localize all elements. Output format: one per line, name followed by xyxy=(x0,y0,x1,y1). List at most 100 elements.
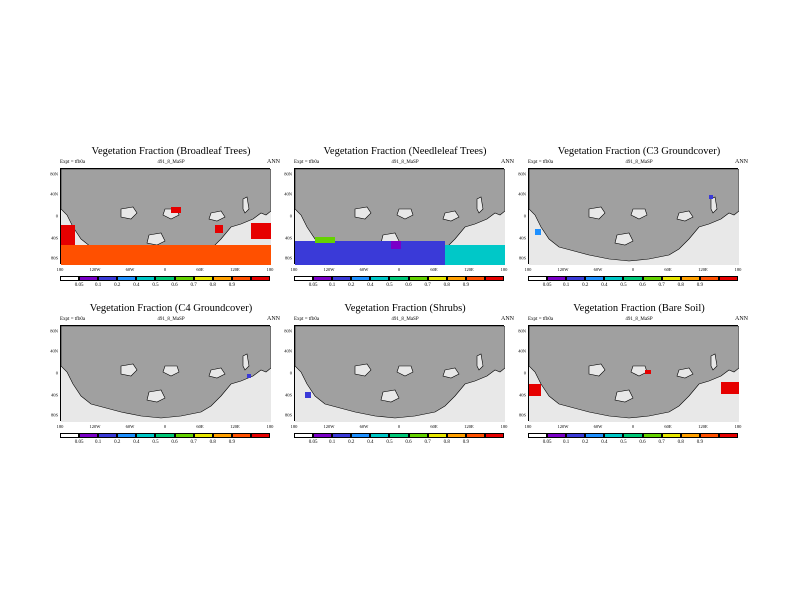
ocean-island xyxy=(242,196,250,214)
lat-tick-label: 80N xyxy=(284,171,292,177)
lon-tick-label: 120E xyxy=(230,267,240,272)
map-panel-shrubs: Vegetation Fraction (Shrubs) Expt = tfb0a… xyxy=(284,303,520,453)
case-label: 491_8_MaSP xyxy=(157,160,185,165)
field-patch xyxy=(391,241,401,249)
map-frame: 80N 40N 0 40S 80S 180 120W 60W 0 60E 120E 180 xyxy=(284,325,507,429)
map-svg xyxy=(529,169,739,265)
field-band xyxy=(295,241,445,265)
colorbar-segment xyxy=(585,276,605,281)
colorbar-label: 0.9 xyxy=(696,440,703,445)
ocean-island xyxy=(354,363,372,377)
colorbar-segment xyxy=(528,433,548,438)
map-panel-baresoil: Vegetation Fraction (Bare Soil) Expt = tf… xyxy=(518,303,754,453)
colorbar-segment xyxy=(604,433,624,438)
colorbar-label: 0.9 xyxy=(462,440,469,445)
lon-tick-label: 60E xyxy=(430,267,438,272)
colorbar-segment xyxy=(79,276,99,281)
colorbar-label: 0.8 xyxy=(677,440,684,445)
map-area xyxy=(294,168,505,265)
lon-tick-label: 0 xyxy=(163,267,167,272)
experiment-label: Expt = tfb0a xyxy=(60,160,86,165)
season-label: ANN xyxy=(735,159,748,165)
colorbar-segment xyxy=(389,433,409,438)
lat-tick-label: 80N xyxy=(518,171,526,177)
colorbar-label: 0.5 xyxy=(620,283,627,288)
lon-tick-label: 60W xyxy=(125,424,135,429)
map-panel-broadleaf: Vegetation Fraction (Broadleaf Trees) Exp… xyxy=(50,146,286,296)
colorbar-label: 0.8 xyxy=(209,440,216,445)
lon-tick-label: 60W xyxy=(593,424,603,429)
colorbar-label: 0.05 xyxy=(74,440,84,445)
colorbar-label: 0.4 xyxy=(133,440,140,445)
lat-tick-label: 0 xyxy=(289,370,292,376)
lon-tick-label: 60E xyxy=(196,424,204,429)
season-label: ANN xyxy=(267,316,280,322)
colorbar-segment xyxy=(370,433,390,438)
colorbar-label: 0.4 xyxy=(367,283,374,288)
colorbar-segment xyxy=(155,276,175,281)
colorbar-label: 0.7 xyxy=(658,440,665,445)
ocean-island xyxy=(208,367,226,379)
colorbar-label: 0.6 xyxy=(171,440,178,445)
lat-tick-label: 80N xyxy=(284,328,292,334)
map-svg xyxy=(61,326,271,422)
colorbar-label: 0.2 xyxy=(114,440,121,445)
colorbar-label: 0.1 xyxy=(95,440,102,445)
lat-tick-label: 40N xyxy=(284,191,292,197)
map-area xyxy=(528,168,739,265)
colorbar-segment xyxy=(446,276,466,281)
colorbar-label: 0.2 xyxy=(348,283,355,288)
colorbar-segment xyxy=(623,276,643,281)
colorbar-label: 0.6 xyxy=(171,283,178,288)
lon-tick-label: 180 xyxy=(524,424,532,429)
colorbar-segment xyxy=(680,433,700,438)
map-area xyxy=(60,325,271,422)
field-patch xyxy=(645,370,651,374)
colorbar-label: 0.1 xyxy=(329,283,336,288)
lat-tick-label: 40S xyxy=(50,392,58,398)
ocean-island xyxy=(614,389,634,403)
colorbar-segment xyxy=(718,276,738,281)
colorbar-segment xyxy=(446,433,466,438)
colorbar-label: 0.2 xyxy=(582,440,589,445)
colorbar-segment xyxy=(98,433,118,438)
colorbar-segment xyxy=(155,433,175,438)
lat-tick-label: 40N xyxy=(50,348,58,354)
panel-title: Vegetation Fraction (Bare Soil) xyxy=(573,303,705,314)
colorbar: 0.05 0.1 0.2 0.4 0.5 0.6 0.7 0.8 0.9 xyxy=(528,433,738,445)
colorbar-segment xyxy=(294,433,314,438)
lon-tick-label: 60W xyxy=(125,267,135,272)
colorbar-segment xyxy=(547,433,567,438)
ocean-island xyxy=(710,196,718,214)
colorbar-segment xyxy=(604,276,624,281)
lon-tick-label: 0 xyxy=(631,424,635,429)
lon-tick-label: 120W xyxy=(323,267,335,272)
lat-tick-label: 0 xyxy=(523,370,526,376)
field-patch xyxy=(251,223,271,239)
lat-tick-label: 80N xyxy=(518,328,526,334)
map-frame: 80N 40N 0 40S 80S 180 120W 60W 0 60E 120E 180 xyxy=(518,325,741,429)
colorbar: 0.05 0.1 0.2 0.4 0.5 0.6 0.7 0.8 0.9 xyxy=(60,433,270,445)
lon-tick-label: 180 xyxy=(266,267,274,272)
colorbar: 0.05 0.1 0.2 0.4 0.5 0.6 0.7 0.8 0.9 xyxy=(294,276,504,288)
colorbar: 0.05 0.1 0.2 0.4 0.5 0.6 0.7 0.8 0.9 xyxy=(60,276,270,288)
ocean-island xyxy=(162,365,180,377)
lon-tick-label: 120W xyxy=(557,267,569,272)
colorbar-segment xyxy=(313,433,333,438)
colorbar-segment xyxy=(250,276,270,281)
colorbar-label: 0.7 xyxy=(190,440,197,445)
field-patch xyxy=(247,374,251,378)
lat-tick-label: 40N xyxy=(518,191,526,197)
colorbar-segment xyxy=(585,433,605,438)
map-svg xyxy=(61,169,271,265)
colorbar-segment xyxy=(427,276,447,281)
colorbar-label: 0.8 xyxy=(443,283,450,288)
panel-title: Vegetation Fraction (Needleleaf Trees) xyxy=(323,146,487,157)
ocean-island xyxy=(710,353,718,371)
colorbar-label: 0.5 xyxy=(386,440,393,445)
colorbar-segment xyxy=(642,276,662,281)
experiment-label: Expt = tfb0a xyxy=(528,317,554,322)
lat-tick-label: 40S xyxy=(284,392,292,398)
lat-tick-label: 80N xyxy=(50,328,58,334)
colorbar-label: 0.5 xyxy=(620,440,627,445)
